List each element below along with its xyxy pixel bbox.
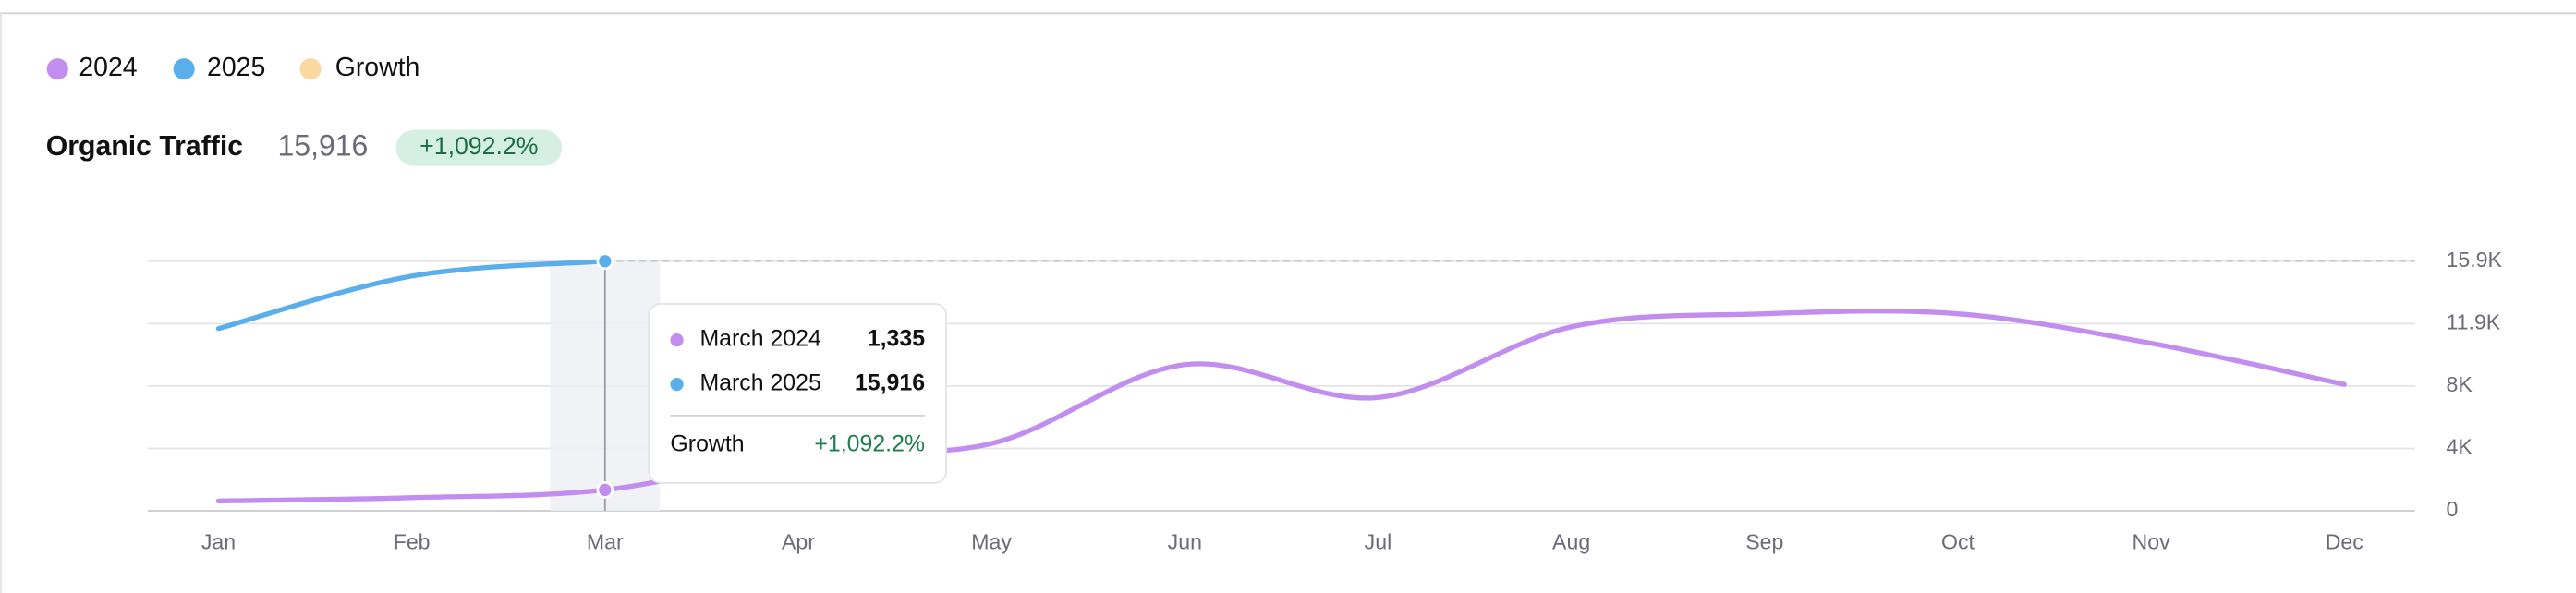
y-tick-label: 4K bbox=[2447, 435, 2473, 459]
x-tick-label: Sep bbox=[1745, 530, 1783, 554]
x-tick-label: May bbox=[971, 530, 1012, 554]
tooltip-label: Growth bbox=[670, 430, 744, 456]
x-tick-label: Feb bbox=[394, 530, 431, 554]
hover-dot bbox=[596, 481, 614, 499]
change-value: +1,092.2% bbox=[419, 132, 538, 160]
x-tick-label: Jan bbox=[201, 530, 236, 554]
x-tick-label: Dec bbox=[2326, 530, 2363, 554]
x-tick-label: Jun bbox=[1168, 530, 1202, 554]
tooltip-value: +1,092.2% bbox=[814, 430, 925, 456]
legend-swatch bbox=[46, 58, 68, 80]
x-tick-label: Oct bbox=[1941, 530, 1975, 554]
metric-value: 15,916 bbox=[277, 129, 368, 163]
y-tick-label: 15.9K bbox=[2447, 248, 2503, 272]
tooltip-box bbox=[648, 303, 948, 484]
tooltip-swatch bbox=[670, 378, 684, 392]
tooltip-swatch bbox=[670, 333, 684, 347]
tooltip-label: March 2024 bbox=[699, 326, 821, 352]
tooltip: March 2024 1,335 March 2025 15,916 Growt… bbox=[648, 303, 948, 484]
plot: 0 4K 8K 11.9K 15.9K Jan Feb Mar Apr May Jun Jul Aug S… bbox=[148, 248, 2503, 554]
x-tick-label: Mar bbox=[587, 530, 624, 554]
tooltip-value: 1,335 bbox=[868, 326, 925, 352]
legend-swatch bbox=[173, 58, 195, 80]
x-tick-label: Aug bbox=[1552, 530, 1590, 554]
hover-dot bbox=[596, 252, 614, 271]
legend: 2024 2025 Growth bbox=[46, 53, 420, 82]
tooltip-value: 15,916 bbox=[855, 370, 925, 396]
legend-label[interactable]: 2025 bbox=[207, 53, 265, 82]
series-line bbox=[215, 259, 608, 332]
legend-label[interactable]: 2024 bbox=[79, 53, 137, 82]
change-badge bbox=[395, 129, 563, 166]
y-tick-label: 8K bbox=[2447, 372, 2473, 396]
metric-title: Organic Traffic bbox=[46, 131, 243, 162]
series-line bbox=[215, 309, 2347, 504]
x-tick-label: Jul bbox=[1365, 530, 1392, 554]
legend-label[interactable]: Growth bbox=[335, 53, 420, 82]
y-tick-label: 11.9K bbox=[2447, 309, 2501, 333]
legend-swatch bbox=[299, 58, 322, 80]
x-tick-label: Nov bbox=[2132, 530, 2171, 554]
tooltip-label: March 2025 bbox=[699, 370, 820, 396]
y-tick-label: 0 bbox=[2447, 497, 2459, 521]
x-tick-label: Apr bbox=[782, 530, 815, 554]
